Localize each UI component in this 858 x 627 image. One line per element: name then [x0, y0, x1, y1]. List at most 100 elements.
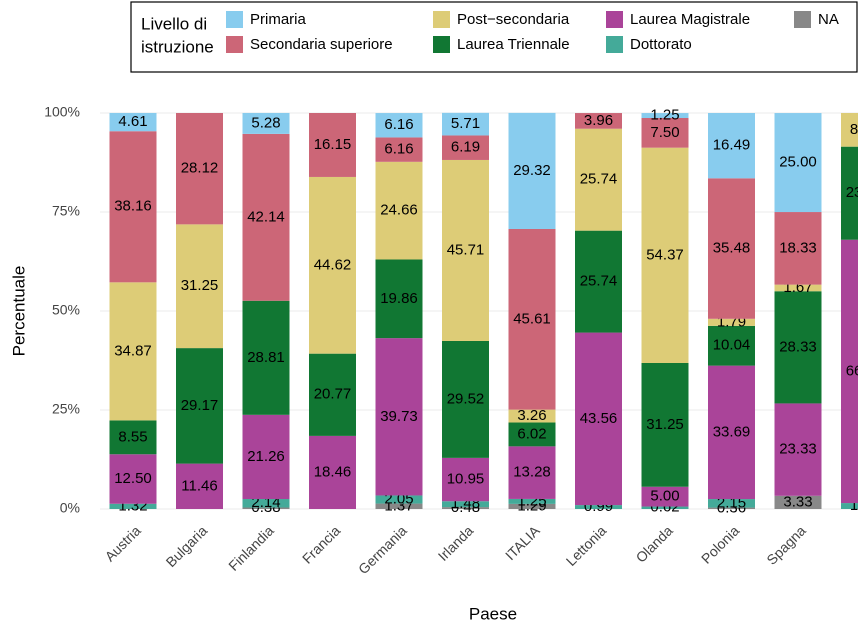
legend-swatch: [433, 36, 450, 53]
bar-segment: [309, 435, 356, 509]
data-label: 42.14: [247, 208, 285, 225]
bar-segment: [575, 128, 622, 231]
bar-segment: [442, 112, 489, 136]
data-label: 54.37: [646, 246, 684, 263]
data-label: 43.56: [580, 410, 618, 427]
bar-segment: [575, 332, 622, 506]
bar-segment: [508, 409, 556, 423]
data-label: 5.28: [251, 114, 280, 131]
data-label: 29.32: [513, 162, 551, 179]
bar-segment: [176, 463, 223, 509]
bar-segment: [841, 113, 858, 147]
bar-segment: [242, 499, 290, 508]
legend-label: NA: [818, 11, 839, 28]
bar-segment: [375, 137, 423, 162]
bar-segment: [774, 212, 822, 285]
bar-segment: [575, 230, 622, 333]
bar-segment: [708, 365, 755, 500]
bar-segment: [309, 353, 356, 436]
bar-segment: [375, 113, 423, 138]
bar-segment: [841, 146, 858, 240]
data-label: 8.50: [850, 121, 858, 138]
data-label: 6.02: [517, 425, 546, 442]
legend-swatch: [433, 11, 450, 28]
data-label: 28.12: [181, 160, 219, 177]
bar-segment: [109, 420, 157, 455]
legend-label: Post−secondaria: [457, 11, 570, 28]
x-tick-label: Lettonia: [563, 522, 610, 569]
bar-segment: [375, 503, 423, 509]
bar-segment: [708, 113, 755, 179]
legend-label: Laurea Magistrale: [630, 11, 750, 28]
x-tick-label: Olanda: [632, 522, 675, 565]
data-label: 3.96: [584, 112, 613, 129]
data-label: 4.61: [118, 113, 147, 130]
bar-segment: [242, 507, 290, 509]
y-tick-label: 75%: [52, 203, 80, 219]
data-label: 8.55: [118, 428, 147, 445]
legend-swatch: [606, 36, 623, 53]
x-tick-label: Bulgaria: [163, 522, 211, 570]
y-axis-title: Percentuale: [9, 266, 28, 357]
data-label: 33.69: [713, 423, 751, 440]
bar-segment: [442, 457, 489, 502]
data-label: 16.49: [713, 137, 751, 154]
bar-segment: [508, 498, 556, 504]
data-label: 45.61: [513, 310, 551, 327]
bar-segment: [375, 338, 423, 496]
x-axis-title: Paese: [469, 604, 517, 623]
data-label: 6.16: [384, 141, 413, 158]
data-label: 23.50: [846, 184, 858, 201]
bar-segment: [508, 503, 556, 509]
bar-segment: [841, 239, 858, 504]
data-label: 6.19: [451, 139, 480, 156]
bar-segment: [774, 495, 822, 509]
bar-segment: [575, 113, 622, 129]
legend-title: Livello di: [141, 14, 207, 33]
bar-segment: [641, 147, 689, 363]
bar-segment: [708, 178, 755, 319]
data-label: 25.74: [580, 171, 618, 188]
data-label: 28.33: [779, 338, 817, 355]
data-label: 29.52: [447, 390, 485, 407]
data-label: 31.25: [181, 277, 219, 294]
legend-label: Secondaria superiore: [250, 36, 393, 53]
bar-segment: [242, 300, 290, 415]
y-tick-label: 50%: [52, 302, 80, 318]
bar-segment: [242, 133, 290, 301]
bar-segment: [375, 259, 423, 339]
data-label: 31.25: [646, 416, 684, 433]
data-label: 1.25: [650, 106, 679, 123]
bar-segment: [242, 414, 290, 500]
data-label: 6.16: [384, 116, 413, 133]
data-label: 18.33: [779, 239, 817, 256]
bar-segment: [641, 362, 689, 487]
data-label: 3.33: [783, 493, 812, 510]
bar-segment: [109, 503, 157, 509]
bar-segment: [309, 113, 356, 177]
bar-segment: [708, 507, 755, 509]
bar-segment: [442, 501, 489, 508]
bar-segment: [641, 113, 689, 118]
bar-segment: [708, 318, 755, 326]
data-label: 24.66: [380, 202, 418, 219]
bar-segment: [109, 282, 157, 421]
data-label: 11.46: [181, 477, 217, 494]
bar-segment: [508, 112, 556, 229]
bar-segment: [442, 135, 489, 160]
bar-segment: [708, 499, 755, 508]
y-tick-label: 25%: [52, 401, 80, 417]
data-label: 13.28: [513, 464, 551, 481]
data-label: 21.26: [247, 448, 285, 465]
bar-segment: [109, 112, 157, 132]
bar-segment: [508, 228, 556, 410]
data-label: 16.15: [314, 136, 352, 153]
x-tick-label: Francia: [299, 522, 343, 566]
bar-segment: [176, 348, 223, 464]
bar-segment: [375, 495, 423, 504]
legend-swatch: [226, 36, 243, 53]
bar-segment: [641, 117, 689, 148]
data-label: 25.00: [779, 154, 817, 171]
bar-segment: [641, 486, 689, 507]
